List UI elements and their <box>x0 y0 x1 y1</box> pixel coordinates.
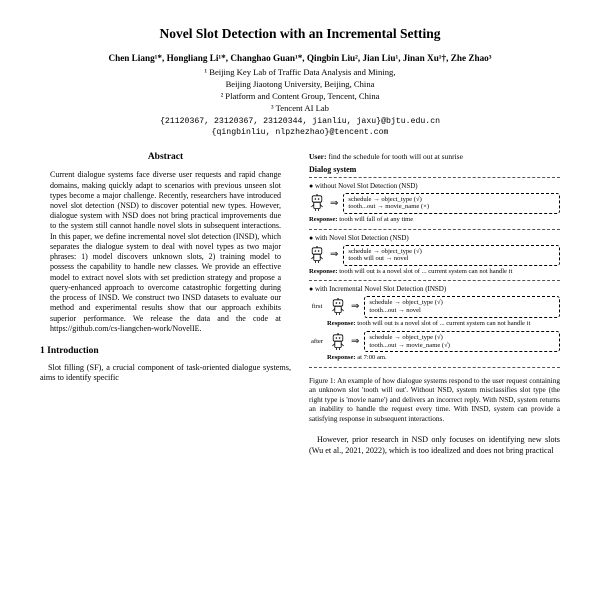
left-column: Abstract Current dialogue systems face d… <box>40 152 291 455</box>
arrow-icon: ⇒ <box>351 336 359 348</box>
block-row-1: ⇒ schedule → object_type (√) tooth...out… <box>309 193 560 214</box>
user-label: User: <box>309 152 327 161</box>
slot-box-3a: schedule → object_type (√) tooth...out →… <box>364 296 560 317</box>
response-3a-label: Response: <box>327 320 356 327</box>
response-1-text: tooth will fall of at any time <box>338 216 414 223</box>
response-3a-text: tooth will out is a novel slot of ... cu… <box>356 320 531 327</box>
slot-box-1: schedule → object_type (√) tooth...out →… <box>343 193 560 214</box>
figure-user-line: User: find the schedule for tooth will o… <box>309 152 560 161</box>
response-2-label: Response: <box>309 268 338 275</box>
figure-1: User: find the schedule for tooth will o… <box>309 152 560 423</box>
block-title-3: ● with Incremental Novel Slot Detection … <box>309 285 560 293</box>
emails-line-2: {qingbinliu, nlpzhezhao}@tencent.com <box>40 127 560 138</box>
block-row-2: ⇒ schedule → object_type (√) tooth will … <box>309 245 560 266</box>
slot-box-2: schedule → object_type (√) tooth will ou… <box>343 245 560 266</box>
user-text: find the schedule for tooth will out at … <box>328 152 463 161</box>
affiliation-3: ³ Tencent AI Lab <box>40 103 560 114</box>
paper-page: Novel Slot Detection with an Incremental… <box>0 0 600 456</box>
block-row-3a: first ⇒ schedule → object_type (√) tooth… <box>309 296 560 317</box>
after-label: after <box>309 338 325 346</box>
robot-icon <box>309 246 325 264</box>
affiliation-1b: Beijing Jiaotong University, Beijing, Ch… <box>40 79 560 90</box>
arrow-icon: ⇒ <box>330 198 338 210</box>
response-1: Response: tooth will fall of at any time <box>309 216 560 224</box>
robot-icon <box>330 298 346 316</box>
right-column: User: find the schedule for tooth will o… <box>309 152 560 455</box>
figure-block-nsd: ● with Novel Slot Detection (NSD) ⇒ sche… <box>309 229 560 281</box>
response-3b: Response: at 7:00 am. <box>309 354 560 362</box>
affiliation-1: ¹ Beijing Key Lab of Traffic Data Analys… <box>40 67 560 78</box>
block-row-3b: after ⇒ schedule → object_type (√) tooth… <box>309 331 560 352</box>
abstract-text: Current dialogue systems face diverse us… <box>40 170 291 334</box>
response-3b-text: at 7:00 am. <box>356 354 387 361</box>
response-2: Response: tooth will out is a novel slot… <box>309 268 560 276</box>
block-title-1: ● without Novel Slot Detection (NSD) <box>309 182 560 190</box>
figure-1-caption: Figure 1: An example of how dialogue sys… <box>309 376 560 423</box>
section-1-heading: 1 Introduction <box>40 346 291 358</box>
response-1-label: Response: <box>309 216 338 223</box>
abstract-heading: Abstract <box>40 152 291 164</box>
affiliation-2: ² Platform and Content Group, Tencent, C… <box>40 91 560 102</box>
emails-line-1: {21120367, 23120367, 23120344, jianliu, … <box>40 116 560 127</box>
intro-text: Slot filling (SF), a crucial component o… <box>40 363 291 384</box>
robot-icon <box>330 333 346 351</box>
paper-title: Novel Slot Detection with an Incremental… <box>40 26 560 43</box>
right-col-paragraph: However, prior research in NSD only focu… <box>309 435 560 456</box>
authors-line: Chen Liang¹*, Hongliang Li¹*, Changhao G… <box>40 53 560 65</box>
arrow-icon: ⇒ <box>330 249 338 261</box>
first-label: first <box>309 303 325 311</box>
two-column-layout: Abstract Current dialogue systems face d… <box>40 152 560 455</box>
dialog-system-heading: Dialog system <box>309 165 560 175</box>
slot-box-3b: schedule → object_type (√) tooth...out →… <box>364 331 560 352</box>
response-2-text: tooth will out is a novel slot of ... cu… <box>338 268 513 275</box>
block-title-2: ● with Novel Slot Detection (NSD) <box>309 234 560 242</box>
emails: {21120367, 23120367, 23120344, jianliu, … <box>40 116 560 138</box>
response-3a: Response: tooth will out is a novel slot… <box>309 320 560 328</box>
robot-icon <box>309 194 325 212</box>
response-3b-label: Response: <box>327 354 356 361</box>
arrow-icon: ⇒ <box>351 301 359 313</box>
figure-block-insd: ● with Incremental Novel Slot Detection … <box>309 280 560 368</box>
figure-block-no-nsd: ● without Novel Slot Detection (NSD) ⇒ s… <box>309 177 560 229</box>
